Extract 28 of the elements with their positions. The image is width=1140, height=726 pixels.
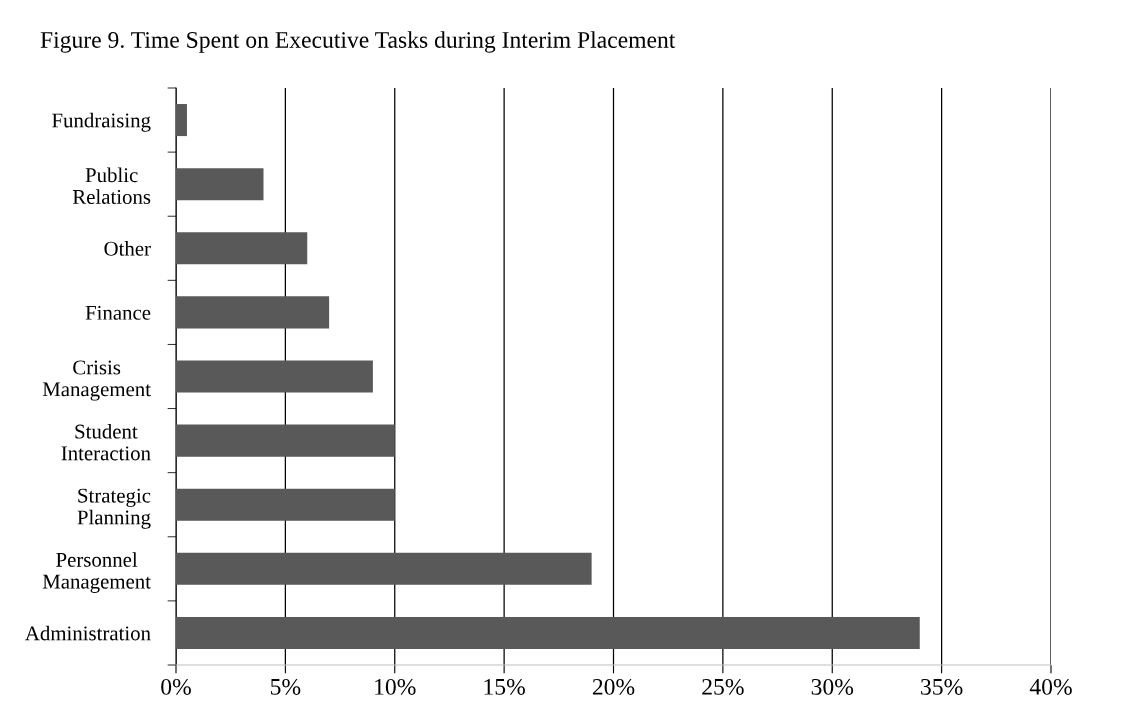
y-tick-label: Administration — [25, 625, 151, 641]
x-tick-label: 5% — [271, 678, 301, 695]
x-tick-label: 15% — [484, 678, 525, 695]
x-tick-label: 30% — [811, 678, 854, 695]
x-tick-label: 35% — [921, 678, 963, 695]
bar — [176, 488, 395, 521]
y-tick-label: Finance — [85, 305, 151, 320]
x-tick-label: 40% — [1029, 678, 1072, 695]
x-tick-label: 10% — [375, 678, 416, 695]
bar — [176, 552, 592, 585]
x-tick-label: 20% — [592, 678, 635, 695]
y-tick-label: Public Relations — [72, 167, 151, 204]
bar — [176, 616, 920, 649]
bar — [176, 296, 330, 329]
y-tick-label: Student Interaction — [61, 423, 151, 461]
y-tick-label: Personnel Management — [42, 552, 151, 593]
bar — [176, 360, 373, 393]
bar — [176, 232, 308, 265]
bar — [176, 168, 264, 201]
bar — [176, 424, 395, 457]
bar — [176, 104, 187, 137]
y-tick-label: Fundraising — [52, 112, 151, 132]
y-tick-label: Strategic Planning — [77, 488, 151, 529]
x-tick-label: 0% — [161, 678, 191, 695]
y-tick-label: Crisis Management — [42, 360, 151, 401]
y-tick-label: Other — [104, 241, 151, 256]
chart-title: Figure 9. Time Spent on Executive Tasks during Interim Placement — [40, 31, 676, 53]
x-tick-label: 25% — [702, 678, 744, 695]
